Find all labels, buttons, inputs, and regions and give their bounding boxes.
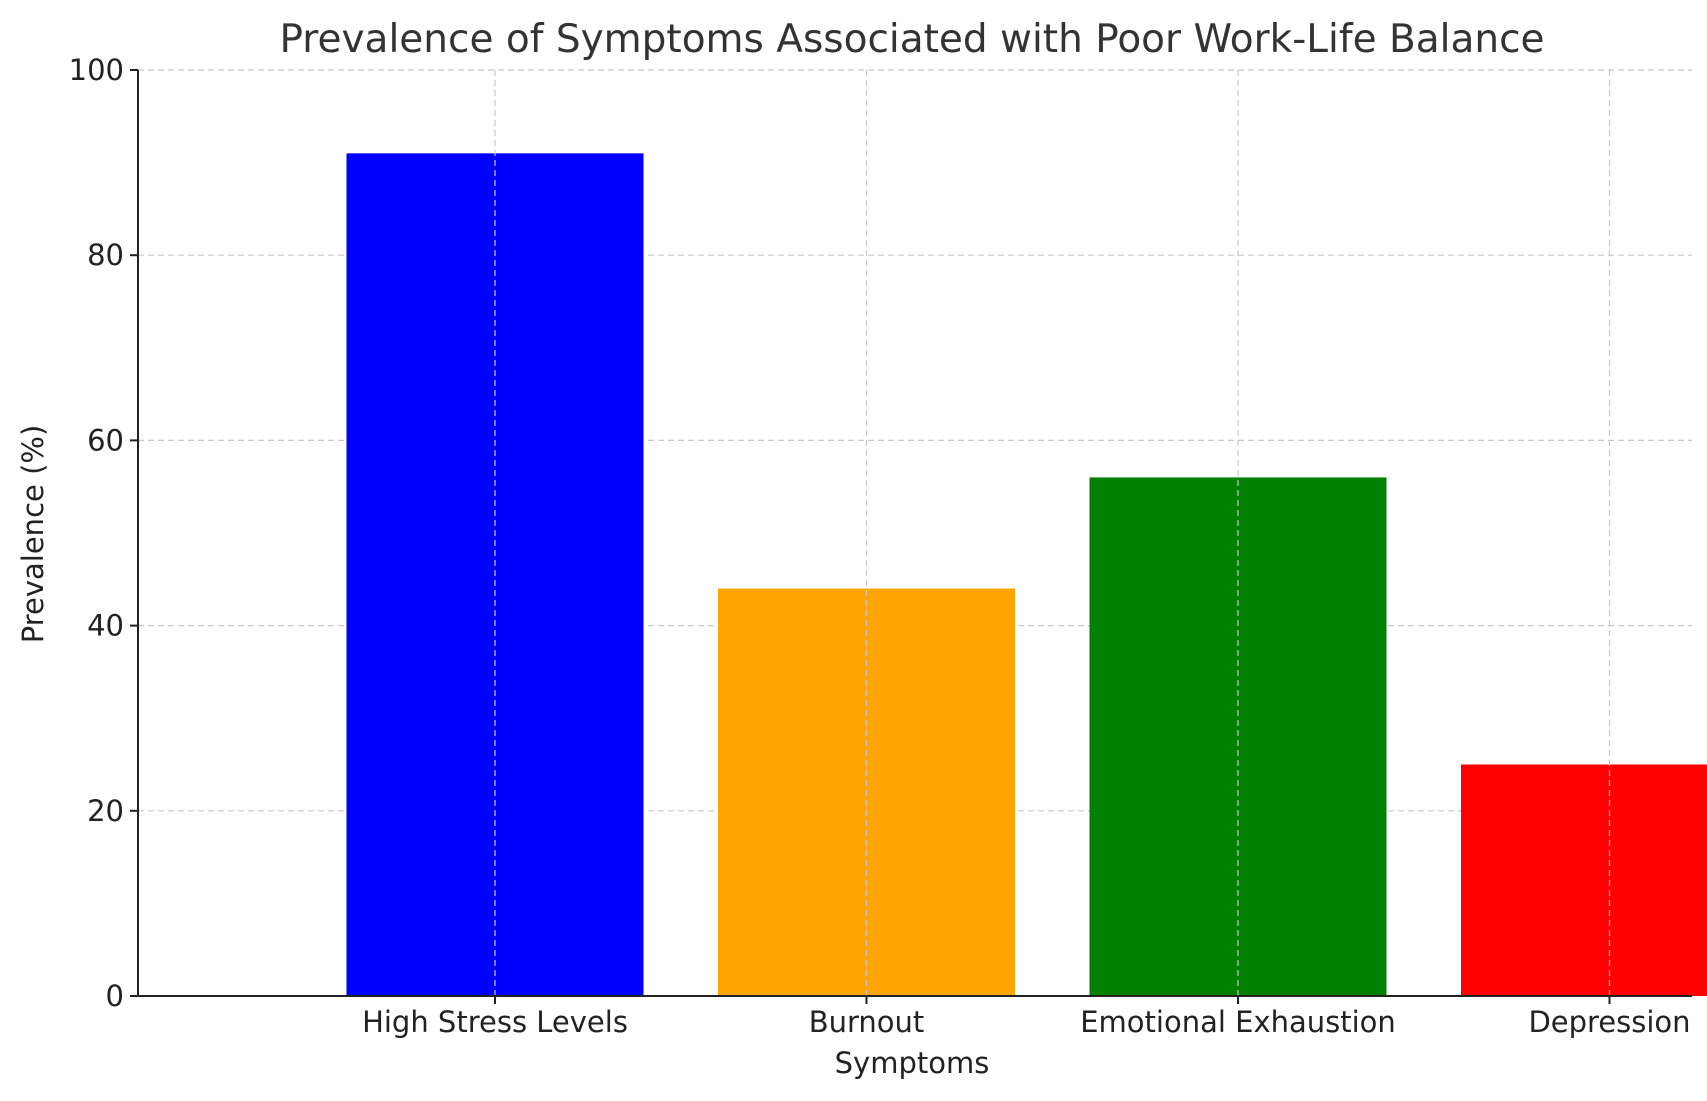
chart-title: Prevalence of Symptoms Associated with P… — [279, 17, 1544, 62]
x-axis-label: Symptoms — [835, 1046, 990, 1080]
bar-depression — [1461, 764, 1707, 996]
y-tick-label: 20 — [87, 794, 124, 828]
y-tick-label: 100 — [69, 53, 124, 87]
ticks: 0 20 40 60 80 100 High Stress Levels Burnout Emo… — [69, 53, 1691, 1039]
x-tick-label: Burnout — [809, 1005, 925, 1039]
y-tick-label: 0 — [106, 979, 124, 1013]
axes — [137, 70, 1692, 997]
y-axis-label: Prevalence (%) — [16, 425, 50, 644]
vertical-grid — [494, 70, 1611, 996]
y-tick-label: 80 — [87, 238, 124, 272]
bars — [346, 153, 1707, 997]
x-tick-label: Depression — [1528, 1005, 1690, 1039]
grid — [138, 69, 1692, 812]
x-tick-label: High Stress Levels — [362, 1005, 628, 1039]
y-tick-label: 60 — [87, 423, 124, 457]
y-tick-label: 40 — [87, 609, 124, 643]
x-tick-label: Emotional Exhaustion — [1080, 1005, 1396, 1039]
